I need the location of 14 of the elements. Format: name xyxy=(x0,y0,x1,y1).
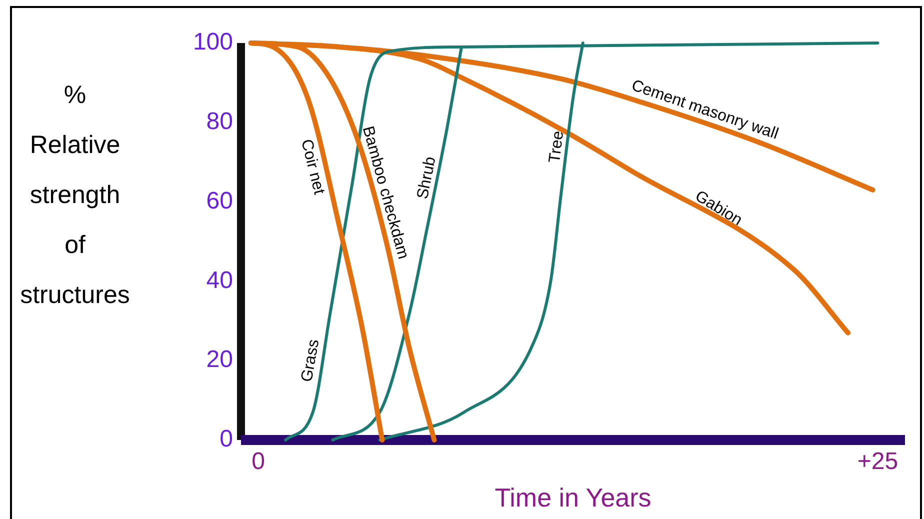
text: Tree xyxy=(546,130,568,164)
text: Grass xyxy=(298,338,323,384)
y-tick-label: 40 xyxy=(206,266,233,294)
text: Bamboo checkdam xyxy=(358,124,412,261)
text: Shrub xyxy=(414,155,440,201)
x-tick-label: +25 xyxy=(857,448,898,476)
y-tick-label: 0 xyxy=(220,426,233,453)
text: Coir net xyxy=(297,138,328,197)
y-tick-label: 100 xyxy=(192,28,233,56)
y-tick-label: 20 xyxy=(206,346,233,374)
x-axis-title: Time in Years xyxy=(494,482,652,513)
y-tick-label: 80 xyxy=(206,108,233,136)
y-axis-title: % Relative strength of structures xyxy=(19,80,131,311)
y-tick-label: 60 xyxy=(206,187,233,214)
